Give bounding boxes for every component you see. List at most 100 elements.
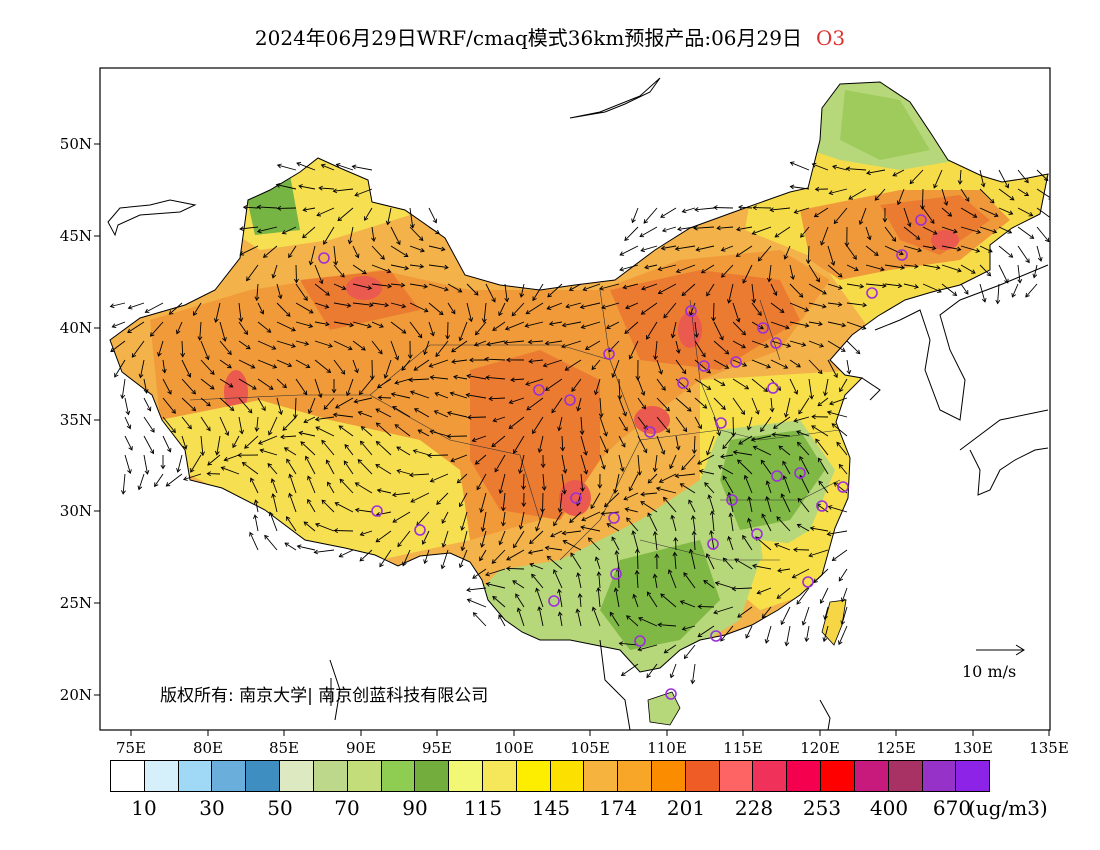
legend-swatch (685, 761, 720, 791)
wind-arrow-shaft (729, 513, 734, 532)
wind-arrow-shaft (377, 489, 392, 494)
wind-arrow-shaft (658, 283, 677, 294)
wind-arrow-head (764, 638, 770, 644)
wind-arrow-head (512, 580, 517, 585)
wind-arrow-head (402, 561, 407, 567)
wind-arrow-head (638, 616, 643, 622)
wind-arrow-shaft (307, 476, 316, 494)
wind-arrow-head (325, 459, 331, 465)
wind-arrow-head (479, 508, 485, 514)
wind-arrow-head (400, 282, 406, 288)
wind-arrow-shaft (276, 283, 282, 299)
wind-arrow-shaft (758, 245, 772, 262)
wind-arrow-shaft (485, 568, 506, 576)
wind-arrow-head (387, 283, 393, 289)
wind-arrow-shaft (114, 359, 126, 378)
wind-arrow-head (675, 268, 681, 274)
wind-arrow-shaft (601, 302, 620, 309)
wind-arrow-shaft (884, 226, 896, 242)
wind-arrow-head (409, 472, 414, 478)
wind-arrow-head (506, 556, 511, 561)
wind-arrow-shaft (535, 588, 544, 608)
wind-arrow-head (272, 364, 278, 369)
wind-arrow-head (771, 432, 776, 438)
wind-arrow-shaft (481, 530, 487, 548)
wind-arrow-shaft (827, 530, 848, 535)
wind-arrow-head (637, 646, 643, 652)
wind-arrow-head (408, 377, 413, 383)
wind-arrow-head (575, 608, 581, 614)
wind-arrow-head (743, 474, 749, 480)
wind-arrow-shaft (681, 283, 696, 296)
wind-arrow-shaft (699, 470, 715, 475)
wind-arrow-head (582, 286, 588, 292)
wind-arrow-head (882, 218, 888, 223)
wind-arrow-shaft (392, 492, 411, 496)
legend-swatch (854, 761, 889, 791)
wind-arrow-head (858, 220, 864, 226)
wind-arrow-shaft (219, 321, 226, 342)
wind-arrow-head (866, 170, 871, 176)
wind-arrow-head (410, 498, 416, 503)
wind-arrow-shaft (979, 245, 993, 253)
wind-arrow-shaft (181, 397, 196, 412)
wind-arrow-head (619, 467, 625, 473)
wind-arrow-shaft (680, 483, 696, 494)
wind-arrow-head (581, 516, 587, 522)
wind-arrow-head (752, 445, 758, 451)
wind-arrow-shaft (510, 378, 525, 381)
wind-arrow-head (805, 259, 811, 265)
city-marker (318, 252, 330, 264)
wind-arrow-shaft (675, 340, 680, 354)
wind-arrow-shaft (475, 454, 487, 465)
wind-arrow-shaft (713, 321, 724, 340)
wind-arrow-shaft (255, 500, 259, 513)
wind-arrow-head (433, 410, 439, 415)
wind-arrow-shaft (333, 302, 351, 307)
wind-arrow-head (817, 401, 823, 407)
wind-arrow-shaft (387, 207, 392, 225)
wind-arrow-shaft (314, 378, 322, 398)
wind-arrow-head (180, 352, 186, 358)
wind-arrow-head (798, 409, 803, 415)
wind-arrow-head (371, 237, 376, 242)
wind-arrow-head (551, 408, 556, 414)
wind-arrow-shaft (409, 226, 424, 241)
wind-arrow-head (932, 230, 938, 235)
wind-arrow-head (789, 184, 795, 190)
wind-arrow-head (601, 304, 606, 310)
wind-arrow-shaft (491, 435, 506, 447)
city-marker (414, 524, 426, 536)
wind-arrow-head (354, 507, 360, 513)
wind-arrow-head (761, 513, 766, 519)
lon-label-135e: 135E (1029, 739, 1069, 757)
wind-arrow-head (423, 283, 429, 289)
wind-arrow-shaft (238, 340, 251, 350)
wind-arrow-shaft (747, 416, 753, 430)
wind-arrow-shaft (744, 475, 753, 494)
wind-arrow-shaft (846, 340, 861, 354)
wind-arrow-head (731, 586, 737, 592)
wind-arrow-head (267, 463, 273, 468)
wind-arrow-head (577, 593, 583, 598)
wind-arrow-head (564, 366, 570, 371)
wind-arrow-shaft (846, 359, 850, 374)
wind-arrow-head (590, 504, 595, 510)
wind-arrow-head (663, 313, 668, 319)
wind-arrow-head (1048, 198, 1050, 200)
wind-arrow-shaft (614, 473, 620, 494)
wind-arrow-head (914, 263, 919, 269)
wind-arrow-head (418, 236, 424, 242)
wind-arrow-shaft (833, 207, 848, 224)
wind-arrow-head (228, 383, 234, 388)
wind-arrow-shaft (823, 625, 829, 642)
wind-arrow-shaft (447, 283, 462, 293)
wind-arrow-head (484, 356, 489, 362)
wind-arrow-head (986, 271, 992, 277)
wind-arrow-shaft (807, 245, 810, 264)
wind-arrow-shaft (429, 359, 449, 367)
wind-arrow-shaft (276, 302, 291, 317)
wind-arrow-shaft (656, 435, 665, 455)
wind-arrow-head (127, 469, 132, 475)
